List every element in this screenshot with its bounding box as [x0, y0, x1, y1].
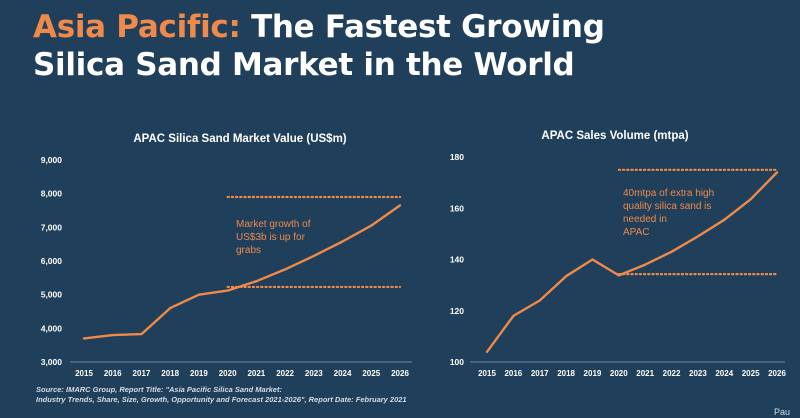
brand-logo-text: Pau	[774, 407, 791, 417]
volume-x-tick-label: 2018	[557, 369, 575, 378]
source-line-2: Industry Trends, Share, Size, Growth, Op…	[36, 395, 407, 404]
volume-y-tick-label: 180	[450, 152, 464, 162]
source-note: Source: IMARC Group, Report Title: "Asia…	[36, 385, 407, 405]
value-x-tick-label: 2015	[75, 369, 93, 378]
value-x-tick-label: 2020	[219, 369, 237, 378]
volume-chart-title: APAC Sales Volume (mtpa)	[541, 130, 688, 142]
title-rest: The Fastest Growing	[240, 9, 605, 45]
volume-y-tick-label: 120	[450, 306, 464, 316]
volume-x-tick-label: 2021	[636, 369, 654, 378]
value-annotation-line: US$3b is up for	[236, 232, 306, 243]
value-x-tick-label: 2022	[276, 369, 294, 378]
value-x-tick-label: 2023	[305, 369, 323, 378]
volume-annotation-line: 40mtpa of extra high	[623, 188, 714, 199]
value-y-tick-label: 3,000	[41, 357, 63, 367]
volume-series-line	[485, 171, 779, 353]
source-line-1: Source: IMARC Group, Report Title: "Asia…	[36, 385, 282, 394]
volume-annotation-line: needed in	[623, 214, 667, 225]
value-x-tick-label: 2026	[391, 369, 409, 378]
volume-annotation-line: APAC	[623, 227, 650, 238]
volume-x-tick-label: 2022	[663, 369, 681, 378]
value-y-tick-label: 9,000	[41, 155, 63, 165]
volume-x-tick-label: 2019	[584, 369, 602, 378]
volume-annotation-line: quality silica sand is	[623, 201, 711, 212]
value-y-tick-label: 6,000	[41, 256, 63, 266]
page-title: Asia Pacific: The Fastest Growing Silica…	[33, 8, 605, 84]
value-y-tick-label: 8,000	[41, 189, 63, 199]
volume-x-tick-label: 2016	[504, 369, 522, 378]
value-y-tick-label: 5,000	[41, 290, 63, 300]
volume-x-tick-label: 2017	[531, 369, 549, 378]
value-annotation-line: grabs	[236, 245, 261, 256]
value-x-tick-label: 2017	[133, 369, 151, 378]
value-x-tick-label: 2025	[362, 369, 380, 378]
volume-x-tick-label: 2020	[610, 369, 628, 378]
value-x-tick-label: 2016	[104, 369, 122, 378]
value-y-tick-label: 4,000	[41, 323, 63, 333]
volume-x-tick-label: 2026	[768, 369, 786, 378]
title-line-2: Silica Sand Market in the World	[33, 47, 575, 83]
volume-x-tick-label: 2025	[742, 369, 760, 378]
volume-x-tick-label: 2015	[478, 369, 496, 378]
value-x-tick-label: 2018	[161, 369, 179, 378]
value-y-tick-label: 7,000	[41, 222, 63, 232]
value-x-tick-label: 2019	[190, 369, 208, 378]
volume-y-tick-label: 160	[450, 203, 464, 213]
value-chart-title: APAC Silica Sand Market Value (US$m)	[133, 133, 346, 145]
volume-x-tick-label: 2024	[715, 369, 733, 378]
value-x-tick-label: 2024	[334, 369, 352, 378]
value-series-line	[82, 204, 402, 340]
value-annotation-line: Market growth of	[236, 219, 311, 230]
volume-y-tick-label: 140	[450, 255, 464, 265]
volume-x-tick-label: 2023	[689, 369, 707, 378]
value-x-tick-label: 2021	[247, 369, 265, 378]
title-accent: Asia Pacific:	[33, 9, 241, 45]
volume-y-tick-label: 100	[450, 357, 464, 367]
